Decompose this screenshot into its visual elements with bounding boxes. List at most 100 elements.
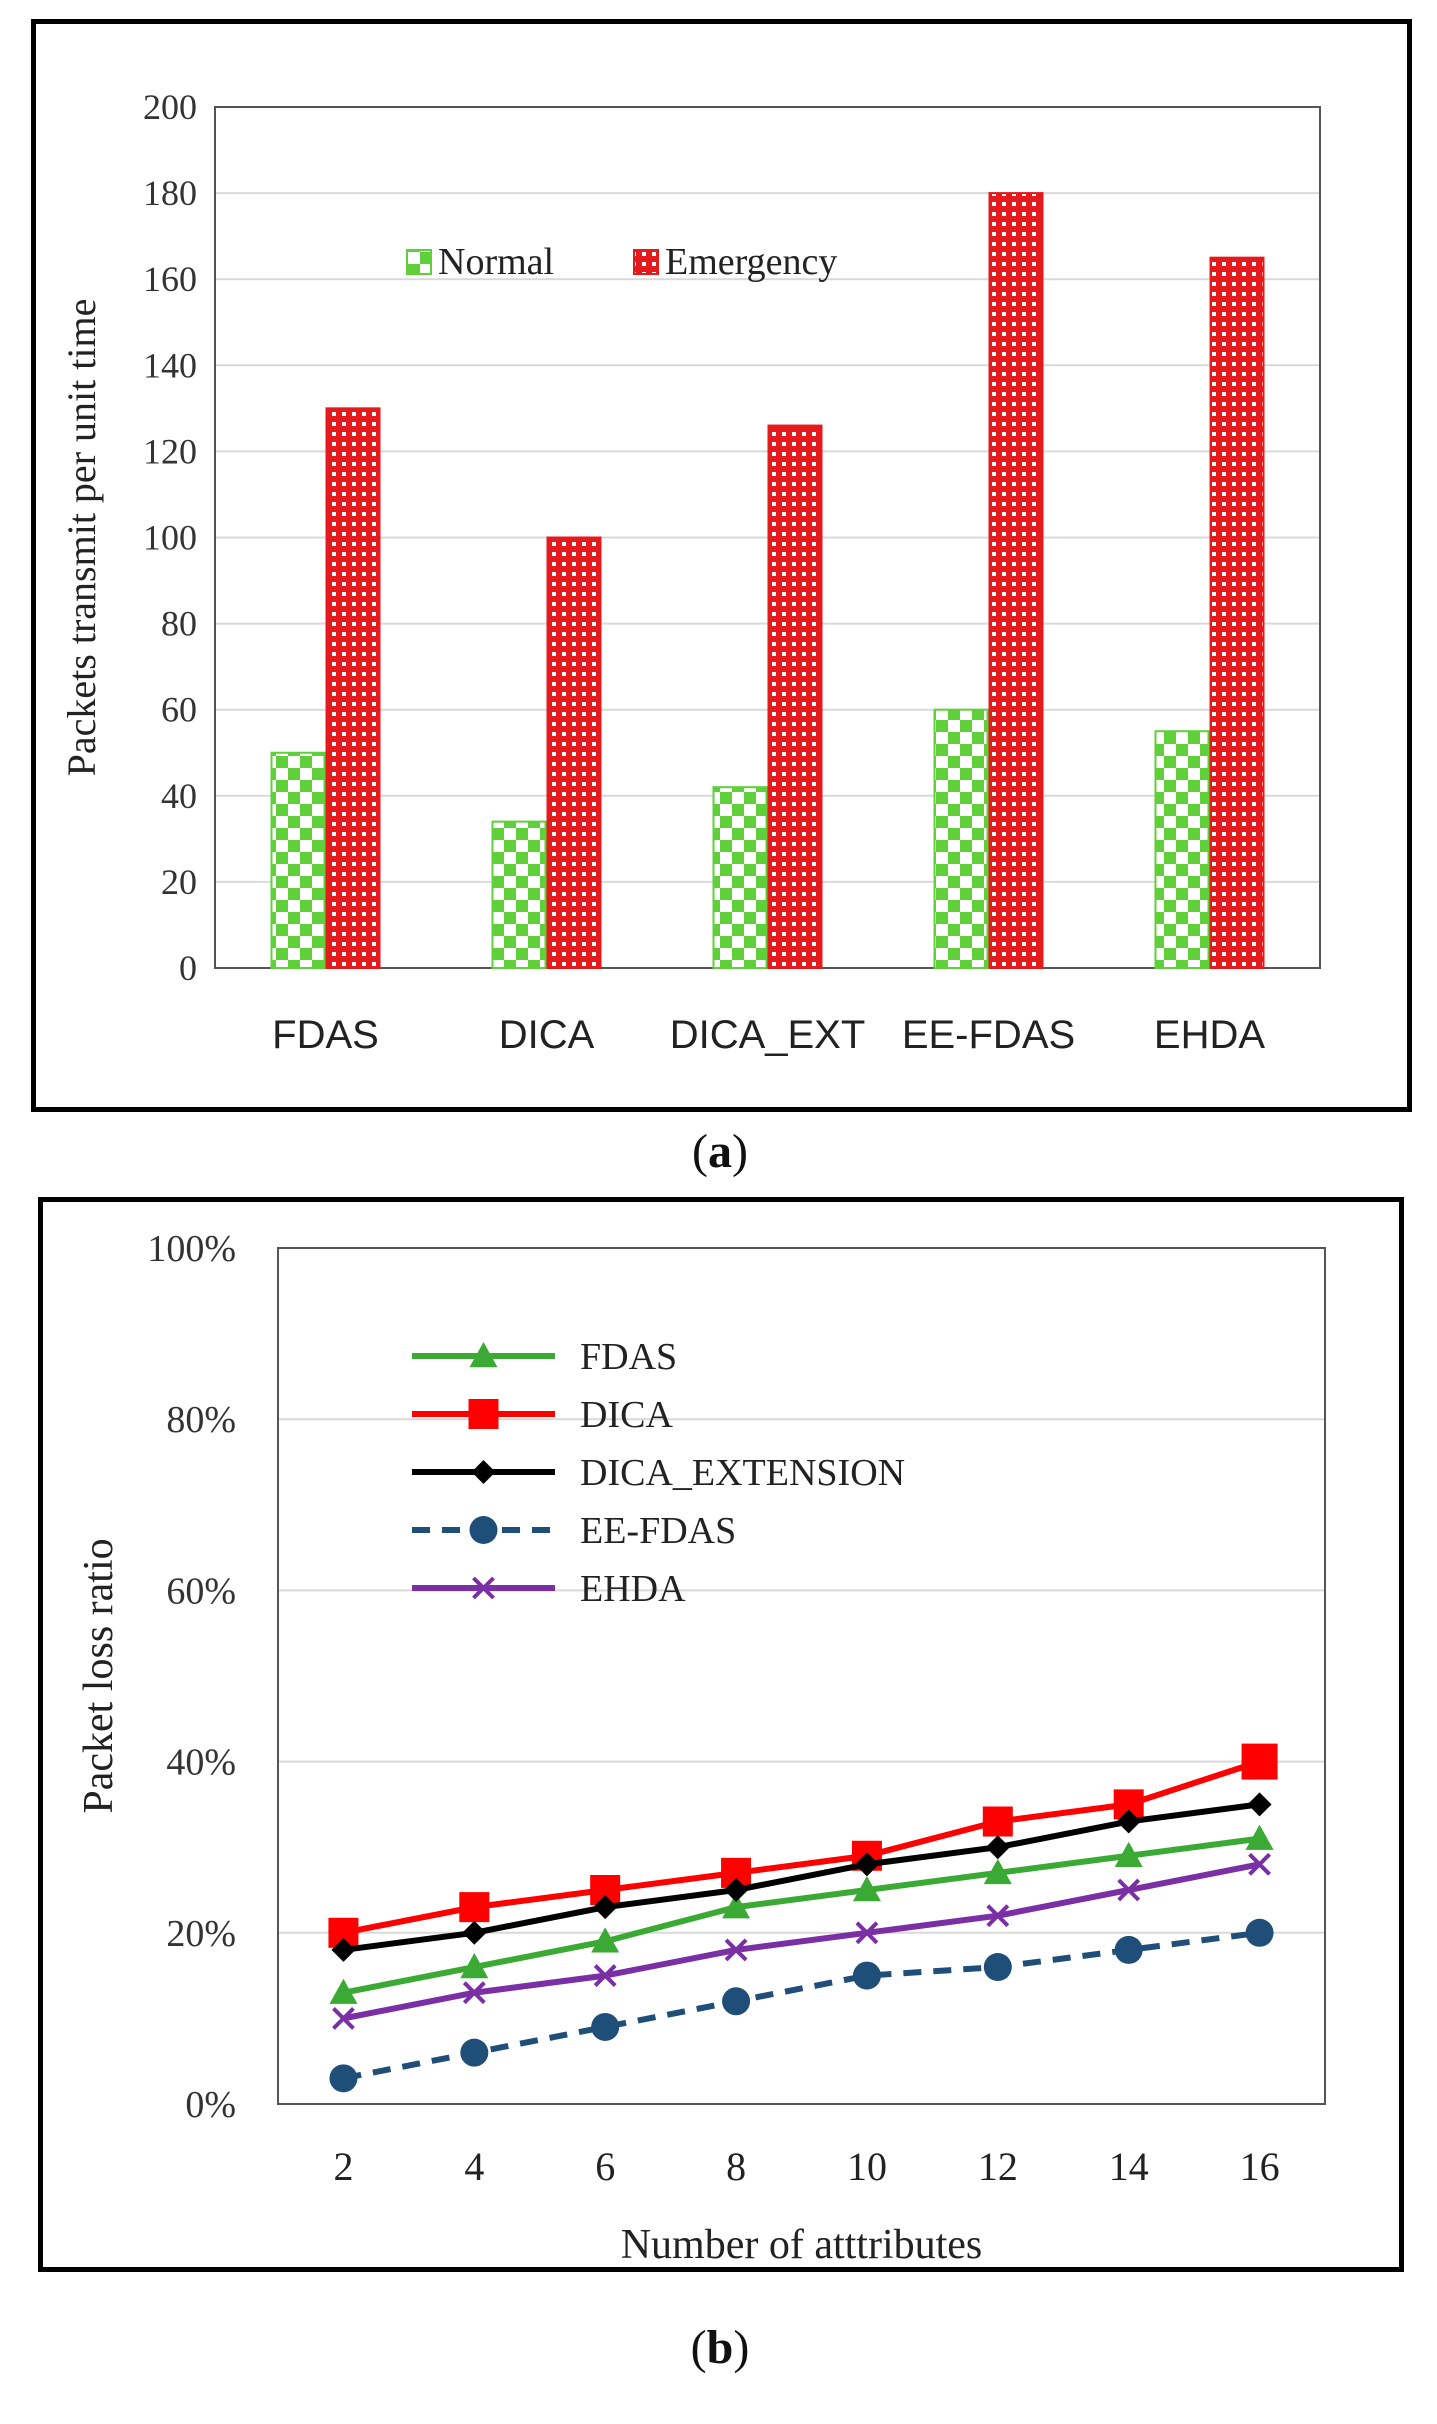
bar-emergency-ehda	[1209, 256, 1265, 969]
legend-marker-dica	[468, 1399, 499, 1429]
point-ehda-10	[855, 1921, 879, 1945]
legend-marker-fdas	[469, 1342, 498, 1368]
legend-label-fdas: FDAS	[580, 1336, 677, 1378]
x-tick-label: 10	[847, 2144, 887, 2189]
legend-swatch-normal	[406, 249, 432, 275]
x-tick-label: 16	[1240, 2144, 1280, 2189]
point-ehda-8	[724, 1938, 748, 1962]
point-ehda-14	[1117, 1878, 1141, 1902]
y-axis-label: Packet loss ratio	[76, 1538, 122, 1813]
y-tick-label: 0%	[185, 2084, 236, 2126]
legend-swatch-emergency	[633, 249, 659, 275]
series-dica	[328, 1743, 1278, 1948]
panel-b-caption-letter: b	[706, 2321, 734, 2374]
y-tick-label: 180	[143, 173, 197, 213]
x-tick-label: 6	[595, 2144, 615, 2189]
bar-normal-fdas	[270, 751, 326, 969]
x-tick-label: EHDA	[1154, 1013, 1265, 1057]
bar-normal-ehda	[1154, 730, 1210, 969]
point-dica-extension-8	[724, 1878, 749, 1902]
y-tick-label: 100%	[147, 1228, 236, 1270]
point-dica-extension-12	[985, 1835, 1010, 1860]
series-ehda	[332, 1852, 1271, 2030]
legend-label-ehda: EHDA	[580, 1568, 686, 1610]
point-dica-extension-14	[1116, 1809, 1141, 1834]
y-tick-label: 200	[143, 87, 197, 127]
bar-normal-dica	[491, 820, 547, 969]
y-tick-label: 100	[143, 518, 197, 558]
x-tick-label: 4	[464, 2144, 484, 2189]
panel-a-caption: (a)	[692, 1125, 748, 1178]
legend-marker-dica-extension	[471, 1460, 496, 1484]
point-ee-fdas-14	[1114, 1935, 1143, 1964]
point-ee-fdas-16	[1245, 1918, 1274, 1947]
x-tick-label: 2	[333, 2144, 353, 2189]
point-fdas-8	[722, 1893, 751, 1919]
point-ehda-16	[1248, 1852, 1271, 1876]
y-tick-label: 40%	[166, 1742, 236, 1784]
point-fdas-14	[1114, 1841, 1143, 1867]
y-tick-label: 20	[161, 862, 197, 902]
point-dica-extension-16	[1247, 1792, 1272, 1817]
x-tick-label: 14	[1109, 2144, 1149, 2189]
line-dica-extension	[343, 1801, 1260, 1953]
bar-emergency-ee-fdas	[988, 192, 1044, 970]
y-tick-label: 140	[143, 345, 197, 385]
y-axis-label: Packets transmit per unit time	[59, 299, 104, 777]
point-ehda-6	[593, 1964, 617, 1988]
y-tick-label: 120	[143, 431, 197, 471]
point-fdas-4	[460, 1953, 489, 1979]
series-fdas	[329, 1824, 1274, 2004]
point-ee-fdas-10	[852, 1961, 881, 1990]
point-dica-extension-10	[854, 1852, 879, 1877]
point-fdas-10	[852, 1876, 881, 1902]
legend-label-emergency: Emergency	[665, 241, 837, 283]
point-ee-fdas-4	[460, 2038, 489, 2067]
point-ee-fdas-8	[722, 1987, 751, 2016]
bar-chart-packets: 0 20 40 60 80 100 120 140 160 180 200 Packets trans…	[59, 87, 1321, 1057]
panel-b-caption: (b)	[690, 2321, 750, 2374]
panel-b-frame	[38, 1197, 1404, 2272]
bar-emergency-dica	[546, 536, 602, 969]
plot-area	[277, 1247, 1326, 2105]
legend-marker-ee-fdas	[469, 1516, 498, 1544]
point-fdas-12	[983, 1858, 1012, 1885]
point-ee-fdas-12	[983, 1953, 1012, 1982]
x-tick-label: 12	[978, 2144, 1018, 2189]
line-dica	[342, 1758, 1261, 1936]
y-tick-label: 20%	[166, 1913, 236, 1955]
bar-normal-dica-ext	[712, 786, 768, 969]
series-dica-extension	[331, 1792, 1272, 1962]
point-dica-extension-4	[462, 1920, 487, 1945]
x-tick-label: DICA_EXT	[670, 1013, 866, 1057]
x-tick-label: DICA	[499, 1013, 595, 1057]
y-tick-label: 160	[143, 259, 197, 299]
point-dica-4	[459, 1892, 490, 1923]
point-dica-16	[1241, 1743, 1278, 1780]
point-fdas-16	[1245, 1824, 1274, 1850]
x-tick-label: EE-FDAS	[902, 1013, 1075, 1057]
point-ehda-12	[986, 1904, 1010, 1928]
point-dica-12	[982, 1806, 1013, 1837]
line-chart-packet-loss: 0% 20% 40% 60% 80% 100% 2 4 6 8 10 12 14 16 Number of …	[76, 1228, 1326, 2268]
y-tick-label: 80%	[166, 1399, 236, 1441]
y-tick-label: 60	[161, 690, 197, 730]
point-ee-fdas-2	[329, 2064, 358, 2093]
y-tick-label: 60%	[166, 1570, 236, 1612]
line-ehda	[342, 1861, 1261, 2022]
point-dica-extension-6	[593, 1895, 618, 1920]
point-fdas-6	[591, 1927, 620, 1953]
panel-a-caption-letter: a	[708, 1125, 732, 1178]
legend-label-dica: DICA	[580, 1394, 673, 1436]
series-ee-fdas	[329, 1918, 1274, 2093]
bar-emergency-fdas	[325, 407, 381, 970]
x-tick-label: FDAS	[272, 1013, 379, 1057]
line-fdas	[342, 1835, 1260, 1996]
x-tick-label: 8	[726, 2144, 746, 2189]
line-ee-fdas	[342, 1929, 1260, 2082]
point-ee-fdas-6	[591, 2012, 620, 2041]
legend-marker-ehda	[472, 1576, 495, 1600]
bar-emergency-dica-ext	[767, 424, 823, 969]
point-ehda-4	[462, 1981, 486, 2005]
y-tick-label: 80	[161, 604, 197, 644]
